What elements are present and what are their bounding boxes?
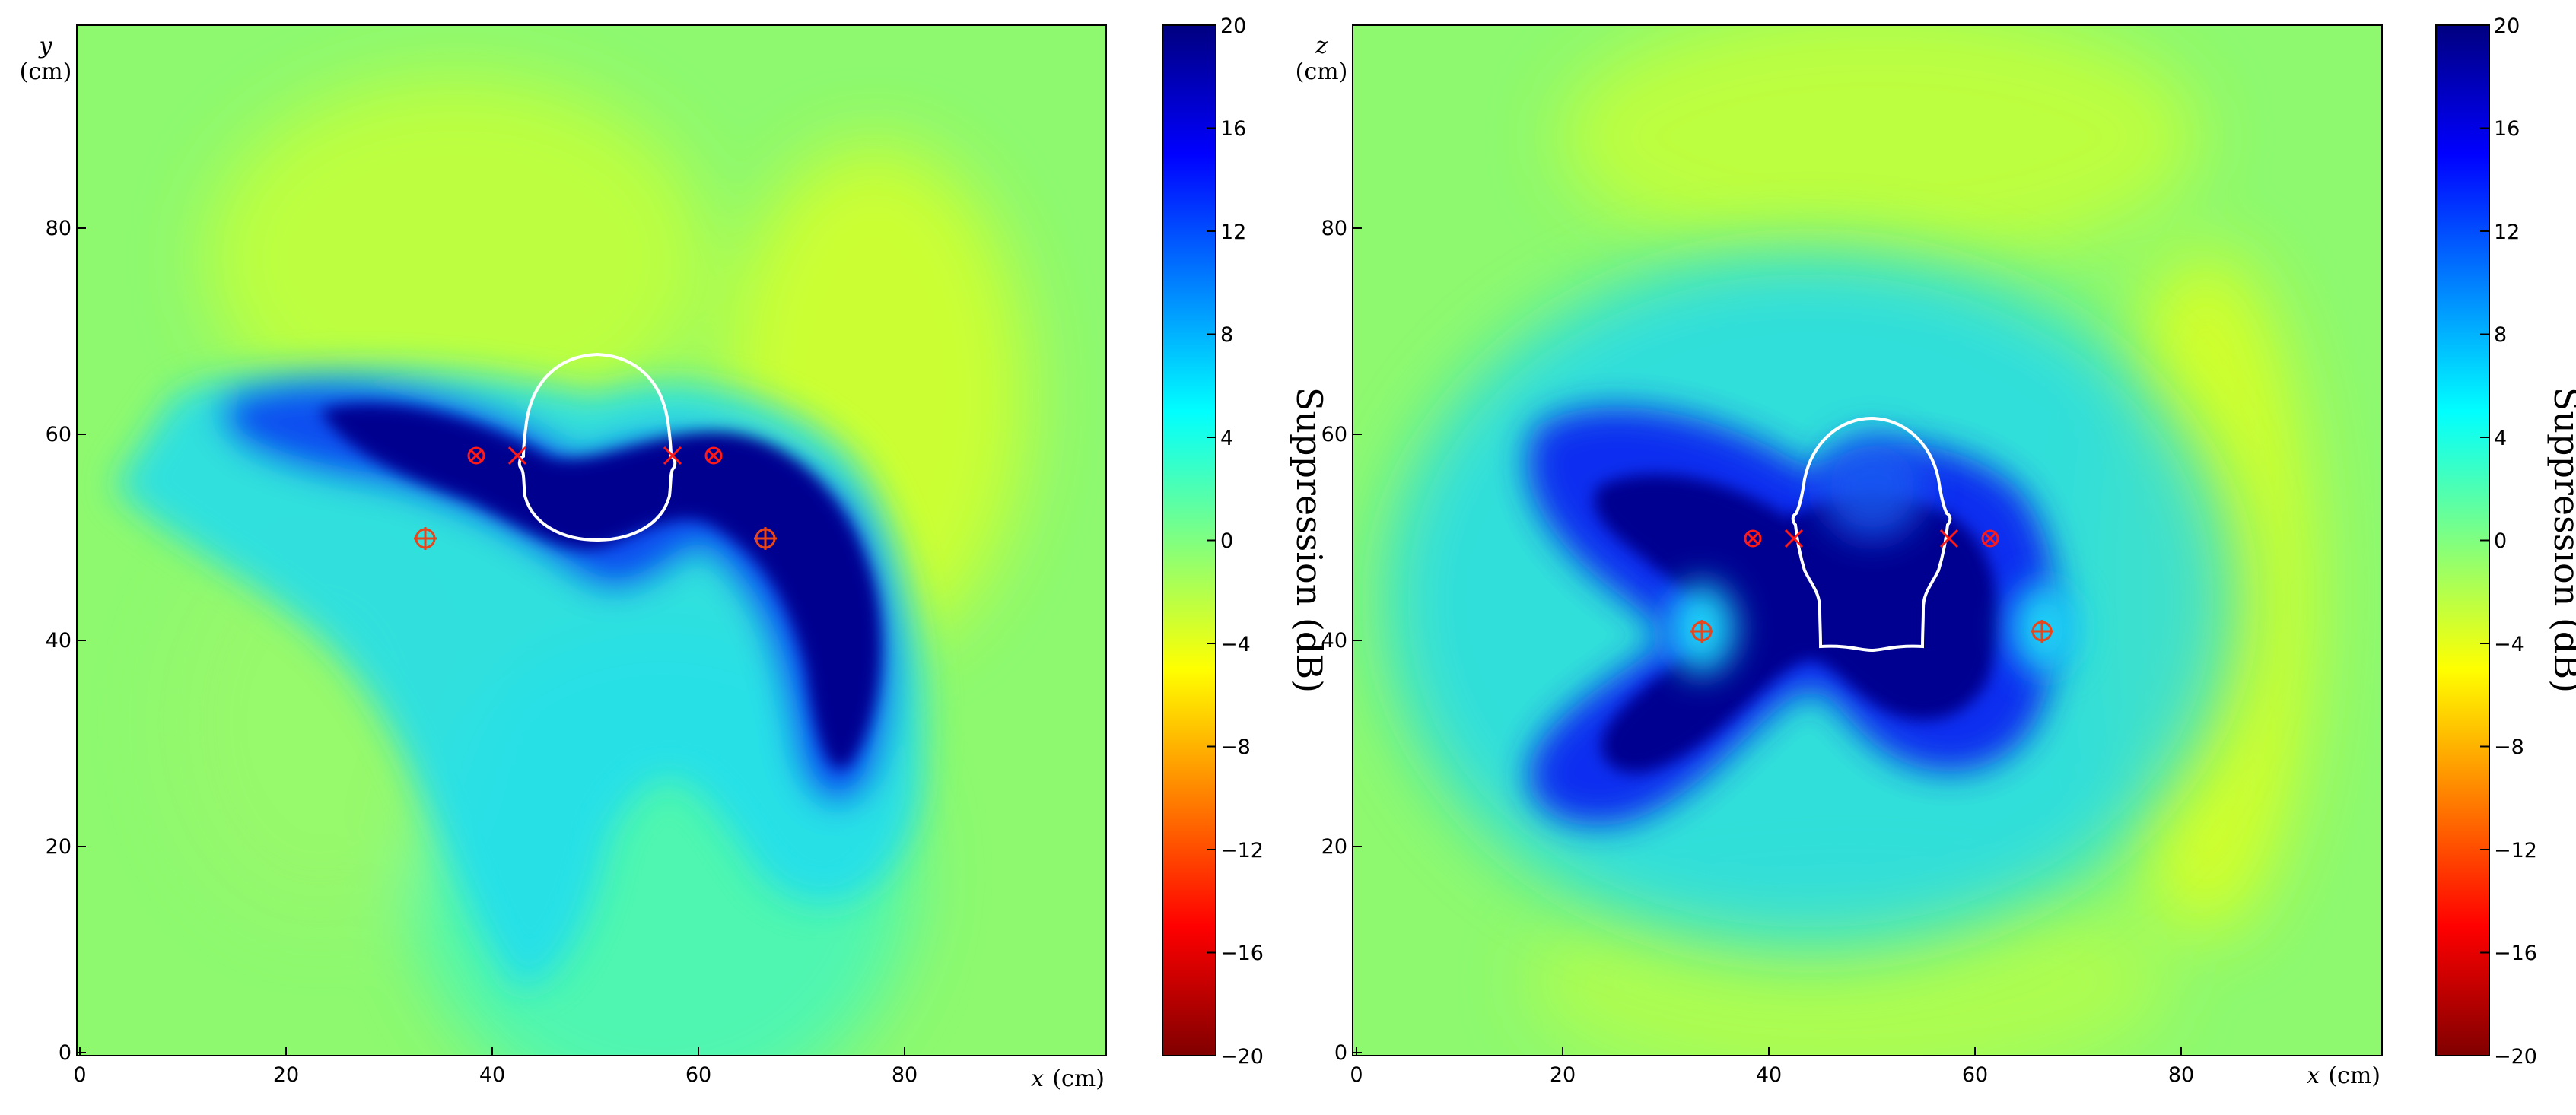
circled-x-marker xyxy=(1744,529,1762,548)
x-tick-label: 40 xyxy=(479,1063,505,1087)
colorbar-tick-label: 16 xyxy=(1220,117,1246,141)
markers-right xyxy=(1690,529,2053,643)
colorbar-tick-label: −8 xyxy=(1220,735,1251,759)
head-outline xyxy=(1791,416,1952,653)
colorbar-tick-label: 16 xyxy=(2494,117,2520,141)
colorbar-tick-label: 0 xyxy=(2494,529,2507,553)
y-tick-label: 40 xyxy=(1321,629,1347,653)
colorbar-tick-label: 12 xyxy=(1220,221,1246,244)
colorbar-tick-label: −12 xyxy=(2494,839,2537,862)
colorbar-ticks-right xyxy=(2480,127,2489,954)
heatmap-right xyxy=(1353,25,2382,1056)
circled-plus-marker xyxy=(414,527,437,550)
x-axis-name: x xyxy=(1031,1066,1044,1092)
circled-x-marker xyxy=(704,446,723,465)
x-axis-unit: (cm) xyxy=(1052,1066,1105,1092)
panel-right: 0 20 40 60 80 0 20 40 60 80 z (cm) x (cm… xyxy=(1296,24,2383,1089)
x-axis-unit: (cm) xyxy=(2328,1063,2380,1089)
colorbar-left: 20 16 12 8 4 0 −4 −8 −12 −16 −20 Suppres… xyxy=(1162,14,1330,1069)
head-outline xyxy=(517,352,677,542)
colorbar-tick-label: −20 xyxy=(2494,1045,2537,1069)
y-ticks-left: 0 20 40 60 80 xyxy=(46,217,86,1065)
plot-frame-right xyxy=(1352,24,2383,1056)
x-ticks-left: 0 20 40 60 80 xyxy=(73,1047,918,1087)
x-axis-name: x xyxy=(2307,1063,2320,1089)
colorbar-label: Suppression (dB) xyxy=(1289,387,1330,693)
circled-plus-marker xyxy=(1690,620,1713,643)
z-axis-unit: (cm) xyxy=(1296,59,1348,85)
plot-frame-left xyxy=(76,24,1107,1056)
colorbar-tick-label: 12 xyxy=(2494,221,2520,244)
y-axis-name: y xyxy=(38,33,53,59)
y-tick-label: 60 xyxy=(1321,423,1347,446)
z-axis-name: z xyxy=(1315,33,1328,59)
markers-left xyxy=(414,446,777,550)
x-tick-label: 0 xyxy=(1350,1063,1363,1087)
y-tick-label: 40 xyxy=(46,629,72,653)
x-ticks-right: 0 20 40 60 80 xyxy=(1350,1047,2194,1087)
y-tick-label: 0 xyxy=(59,1041,72,1065)
colorbar-tick-label: 20 xyxy=(2494,14,2520,38)
colorbar-tick-label: −4 xyxy=(1220,633,1251,656)
x-marker xyxy=(1784,529,1804,548)
colorbar-tick-label: −8 xyxy=(2494,735,2524,759)
y-tick-label: 20 xyxy=(46,835,72,859)
x-tick-label: 0 xyxy=(73,1063,86,1087)
panel-left: 0 20 40 60 80 0 20 40 60 80 y (cm) x (cm… xyxy=(20,24,1107,1092)
y-axis-unit: (cm) xyxy=(20,59,72,85)
x-tick-label: 80 xyxy=(892,1063,918,1087)
colorbar-tick-label: −20 xyxy=(1220,1045,1264,1069)
y-tick-label: 0 xyxy=(1334,1041,1347,1065)
y-tick-label: 60 xyxy=(46,423,72,446)
colorbar-tick-label: 4 xyxy=(2494,427,2507,450)
x-marker xyxy=(507,446,527,465)
y-tick-label: 20 xyxy=(1321,835,1347,859)
colorbar-ticks-left xyxy=(1207,127,1216,954)
colorbar-tick-label: 0 xyxy=(1220,529,1233,553)
x-tick-label: 40 xyxy=(1756,1063,1782,1087)
circled-x-marker xyxy=(467,446,485,465)
colorbar-tick-label: −16 xyxy=(1220,942,1264,965)
colorbar-tick-label: 8 xyxy=(1220,323,1233,347)
colorbar-tick-label: 20 xyxy=(1220,14,1246,38)
y-tick-label: 80 xyxy=(1321,217,1347,240)
colorbar-tick-label: −16 xyxy=(2494,942,2537,965)
x-marker xyxy=(1939,529,1959,548)
x-tick-label: 80 xyxy=(2168,1063,2194,1087)
x-tick-label: 20 xyxy=(1550,1063,1576,1087)
y-ticks-right: 0 20 40 60 80 xyxy=(1321,217,1362,1065)
colorbar-right: 20 16 12 8 4 0 −4 −8 −12 −16 −20 Suppres… xyxy=(2435,14,2576,1069)
circled-plus-marker xyxy=(754,527,777,550)
x-tick-label: 20 xyxy=(273,1063,299,1087)
x-tick-label: 60 xyxy=(685,1063,711,1087)
colorbar-tick-label: 8 xyxy=(2494,323,2507,347)
colorbar-tick-label: −4 xyxy=(2494,633,2524,656)
circled-x-marker xyxy=(1981,529,1999,548)
heatmap-left xyxy=(77,25,1106,1056)
colorbar-label: Suppression (dB) xyxy=(2546,387,2576,693)
x-marker xyxy=(663,446,682,465)
colorbar-tick-label: 4 xyxy=(1220,427,1233,450)
colorbar-tick-label: −12 xyxy=(1220,839,1264,862)
circled-plus-marker xyxy=(2031,620,2053,643)
x-tick-label: 60 xyxy=(1962,1063,1988,1087)
y-tick-label: 80 xyxy=(46,217,72,240)
